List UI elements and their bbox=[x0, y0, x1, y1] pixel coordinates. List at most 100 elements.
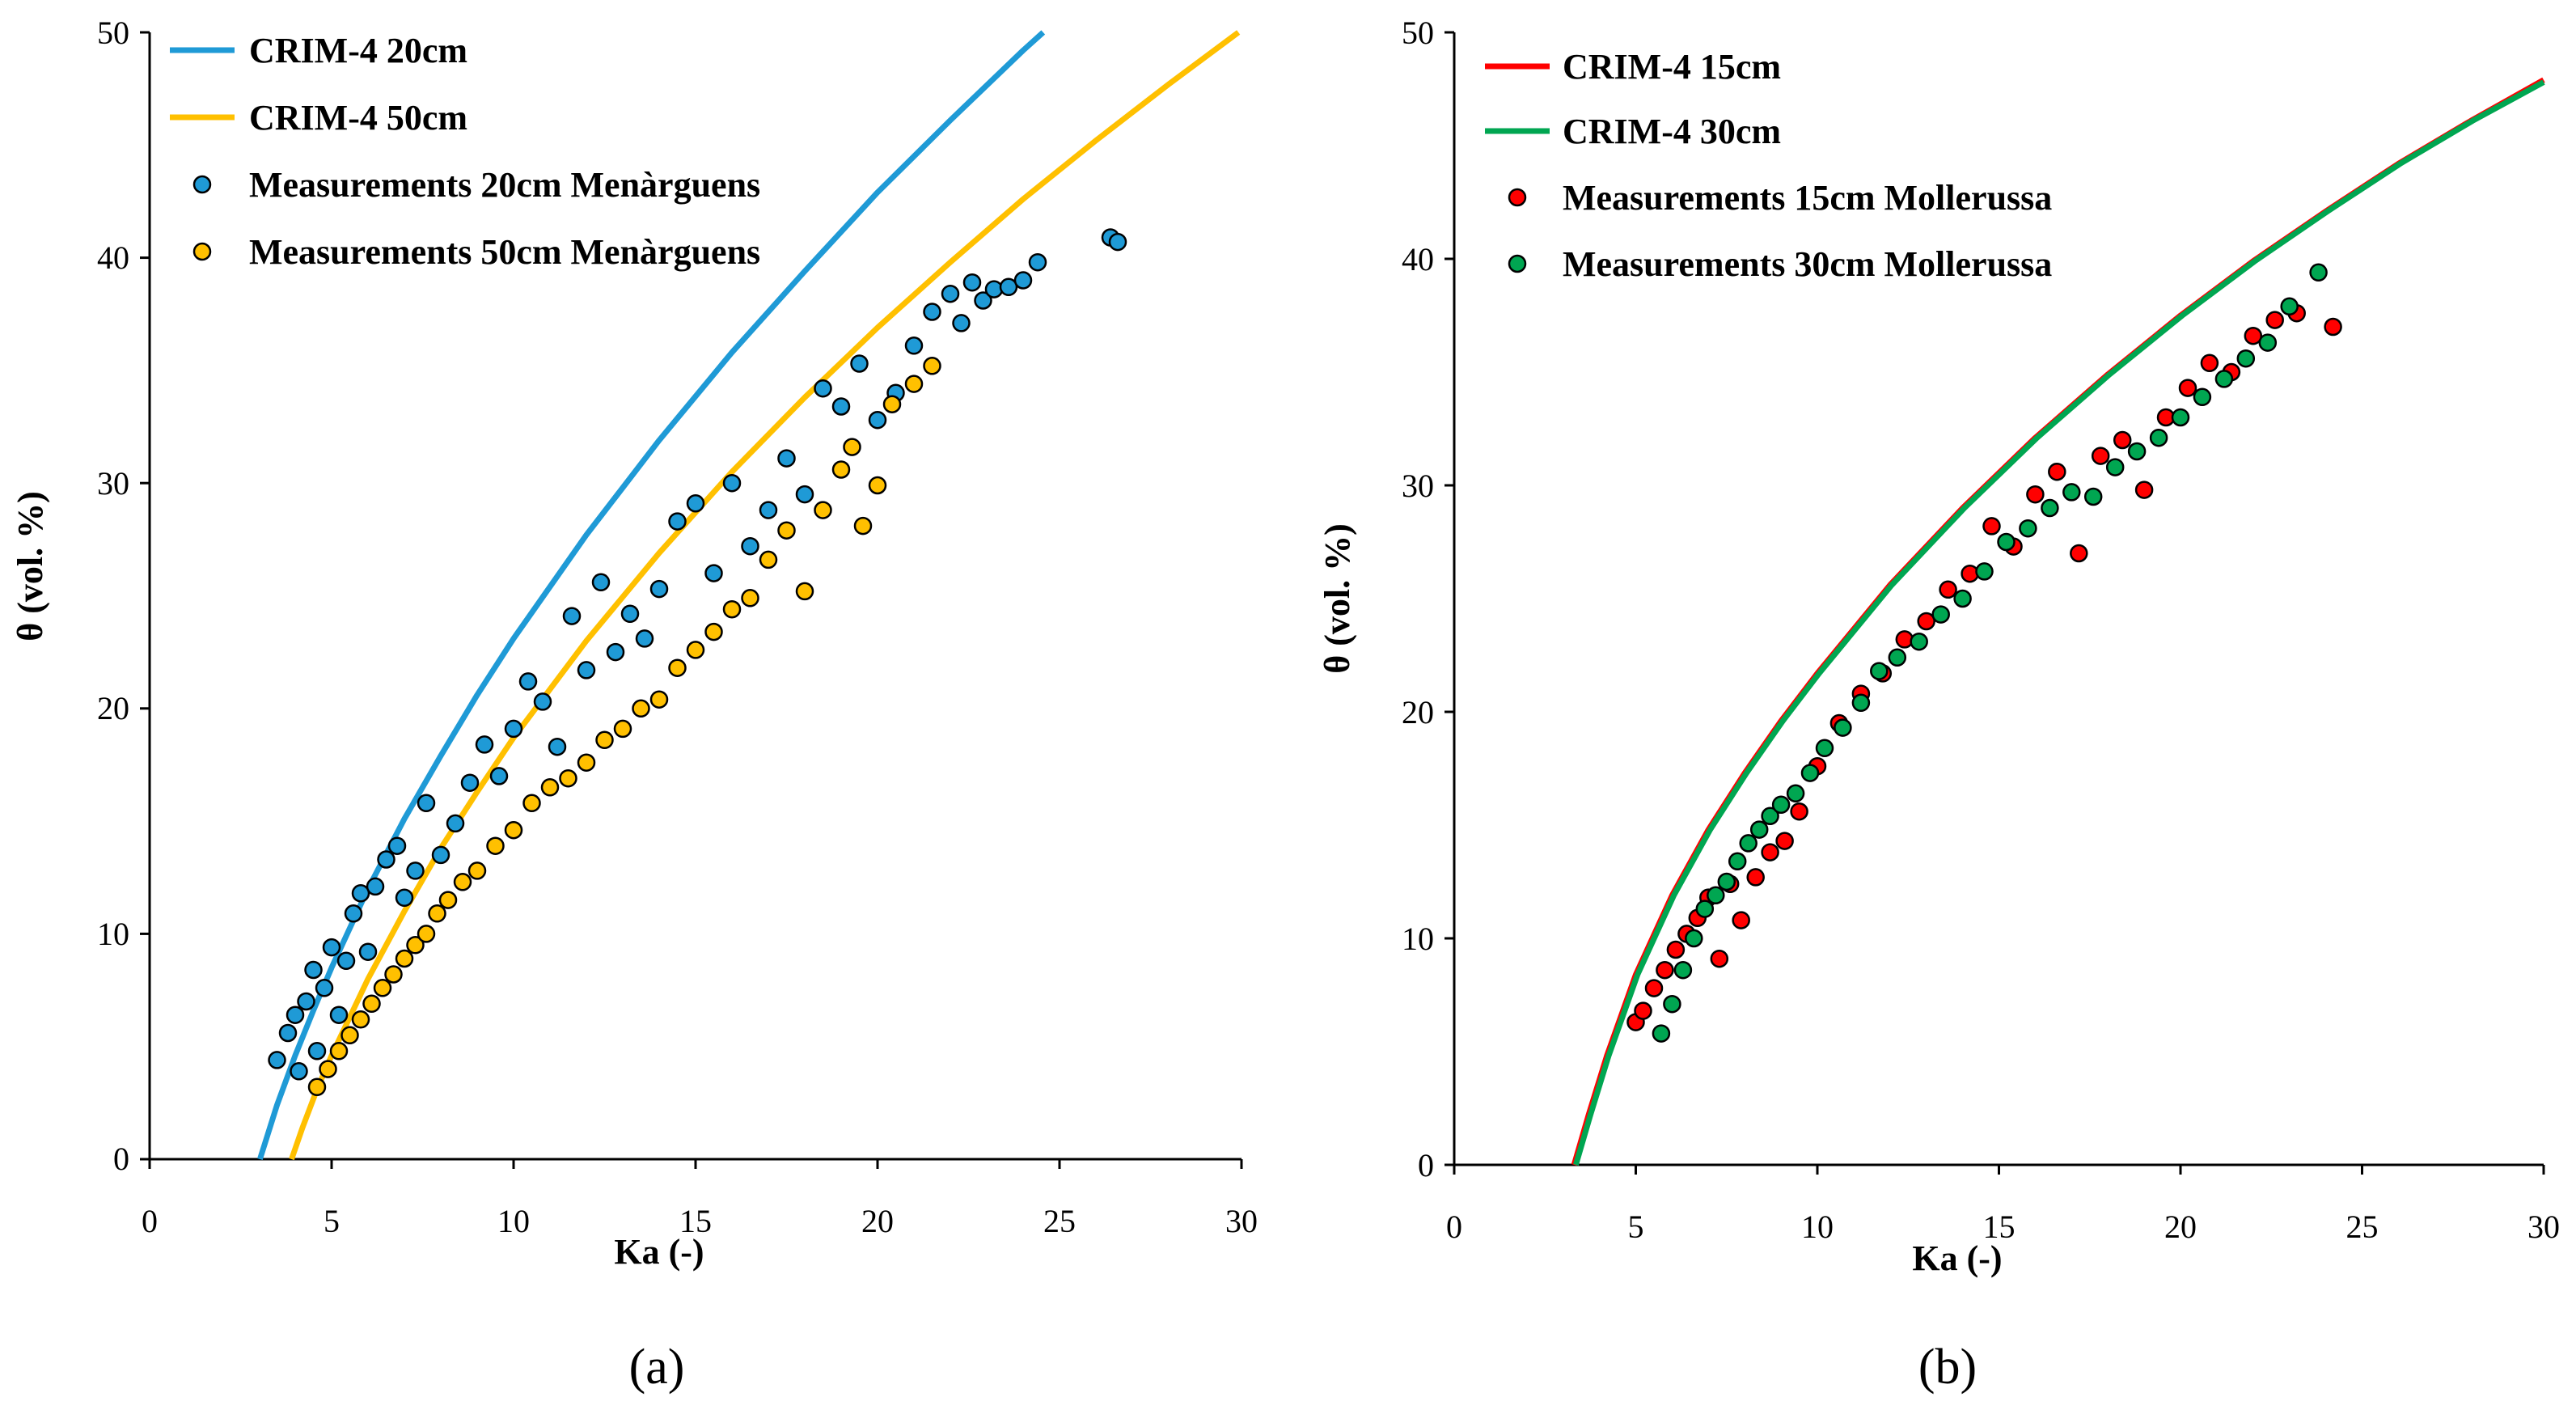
plot-area bbox=[1571, 77, 2545, 1166]
data-point bbox=[1931, 605, 1950, 624]
data-point bbox=[2105, 458, 2125, 476]
data-point bbox=[941, 284, 960, 303]
data-point bbox=[1761, 843, 1779, 862]
x-tick-label: 30 bbox=[1225, 1203, 1258, 1239]
data-point bbox=[668, 658, 687, 677]
data-point bbox=[286, 1005, 305, 1024]
data-point bbox=[431, 845, 450, 865]
data-point bbox=[467, 862, 487, 880]
data-point bbox=[722, 599, 742, 619]
data-point bbox=[577, 753, 596, 772]
data-point bbox=[406, 862, 425, 880]
data-point bbox=[1652, 1024, 1671, 1043]
data-point bbox=[1800, 764, 1820, 782]
data-point bbox=[668, 512, 687, 531]
data-point bbox=[632, 699, 650, 718]
data-point bbox=[923, 303, 941, 321]
data-point bbox=[358, 942, 378, 961]
data-point bbox=[686, 641, 705, 659]
panel-a: 0 10 20 30 40 50 0 5 10 15 20 25 30 Ka (… bbox=[11, 15, 1258, 1395]
x-tick-label: 25 bbox=[2346, 1209, 2379, 1245]
y-tick-label: 20 bbox=[1402, 694, 1434, 730]
data-point bbox=[2091, 447, 2110, 465]
data-point bbox=[319, 1060, 337, 1078]
series-line-crim-4-30cm bbox=[1573, 79, 2545, 1166]
data-point bbox=[533, 692, 552, 711]
data-point bbox=[315, 979, 334, 997]
y-tick-label: 10 bbox=[1402, 921, 1434, 957]
legend-marker-meas-20cm bbox=[192, 175, 212, 194]
data-point bbox=[562, 607, 582, 625]
data-point bbox=[1870, 662, 1889, 680]
legend: CRIM-4 15cm CRIM-4 30cm Measurements 15c… bbox=[1485, 47, 2052, 284]
data-point bbox=[1888, 648, 1907, 667]
data-point bbox=[1666, 940, 1686, 959]
data-point bbox=[2280, 297, 2299, 316]
data-point bbox=[1695, 900, 1715, 918]
legend-marker-meas-50cm bbox=[192, 242, 212, 261]
x-tick-label: 0 bbox=[1446, 1209, 1462, 1245]
data-point bbox=[504, 719, 523, 739]
data-point bbox=[1028, 252, 1047, 272]
data-point bbox=[2041, 498, 2059, 518]
data-point bbox=[290, 1062, 308, 1081]
data-point bbox=[336, 951, 356, 971]
data-point bbox=[1644, 979, 1664, 997]
data-point bbox=[831, 460, 851, 479]
data-point bbox=[2193, 387, 2212, 407]
legend-label: Measurements 50cm Menàrguens bbox=[249, 232, 760, 272]
data-point bbox=[446, 814, 465, 833]
data-point bbox=[1634, 1001, 1652, 1020]
data-point bbox=[759, 501, 778, 519]
data-point bbox=[395, 949, 414, 968]
data-point bbox=[322, 938, 341, 957]
data-point bbox=[307, 1077, 327, 1097]
data-point bbox=[577, 661, 596, 679]
data-point bbox=[1728, 852, 1747, 871]
data-point bbox=[704, 622, 723, 641]
y-tick-label: 40 bbox=[1402, 241, 1434, 277]
data-point bbox=[814, 501, 832, 519]
data-point bbox=[1749, 820, 1769, 839]
data-point bbox=[1673, 960, 1693, 980]
legend-label: Measurements 20cm Menàrguens bbox=[249, 165, 760, 205]
data-point bbox=[795, 582, 814, 601]
data-point bbox=[329, 1042, 349, 1060]
data-point bbox=[777, 449, 796, 468]
data-point bbox=[377, 850, 395, 869]
data-point bbox=[366, 877, 385, 896]
data-point bbox=[384, 965, 403, 984]
y-tick-label: 20 bbox=[97, 690, 129, 726]
y-tick-label: 10 bbox=[97, 916, 129, 952]
data-point bbox=[329, 1005, 349, 1024]
data-point bbox=[613, 719, 632, 739]
data-point bbox=[417, 925, 436, 943]
x-tick-label: 20 bbox=[2164, 1209, 2197, 1245]
data-point bbox=[307, 1042, 327, 1060]
data-point bbox=[686, 494, 705, 513]
data-point bbox=[486, 836, 505, 855]
y-tick-label: 0 bbox=[1418, 1147, 1434, 1183]
data-point bbox=[1851, 693, 1871, 713]
data-point bbox=[850, 354, 869, 373]
data-point bbox=[1685, 929, 1703, 948]
data-point bbox=[2309, 263, 2328, 282]
data-point bbox=[522, 794, 541, 813]
data-point bbox=[297, 992, 315, 1011]
data-point bbox=[1917, 612, 1935, 631]
data-point bbox=[278, 1023, 298, 1043]
data-point bbox=[351, 884, 370, 903]
data-point bbox=[2070, 544, 2088, 563]
data-point bbox=[741, 536, 759, 556]
data-point bbox=[1997, 532, 2016, 552]
data-point bbox=[504, 820, 523, 840]
data-point bbox=[1739, 834, 1758, 853]
data-point bbox=[548, 737, 567, 756]
data-point bbox=[1939, 580, 1957, 599]
data-point bbox=[649, 690, 669, 709]
data-point bbox=[1975, 562, 1994, 581]
data-point bbox=[362, 994, 381, 1014]
data-point bbox=[1746, 868, 1765, 887]
y-axis-label: θ (vol. %) bbox=[11, 491, 50, 641]
